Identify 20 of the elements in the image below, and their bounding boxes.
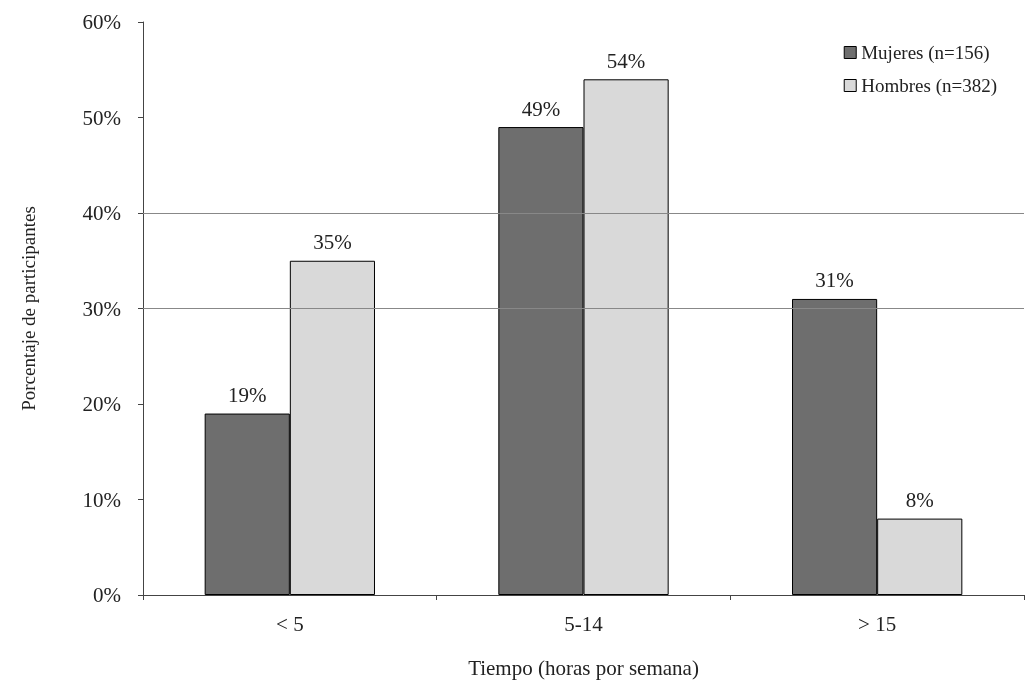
x-axis-title: Tiempo (horas por semana) — [468, 655, 699, 680]
y-tick-label: 50% — [82, 105, 121, 130]
y-axis-title: Porcentaje de participantes — [18, 206, 39, 411]
data-label: 54% — [606, 48, 646, 73]
y-tick-label: 60% — [82, 10, 121, 34]
x-tick-label: > 15 — [858, 611, 897, 636]
x-tick-label: 5-14 — [564, 611, 604, 636]
y-tick-label: 40% — [82, 201, 121, 225]
y-tick-label: 0% — [93, 583, 121, 607]
legend-label: Hombres (n=382) — [861, 75, 998, 97]
data-label: 19% — [228, 383, 267, 408]
data-label: 49% — [521, 96, 561, 121]
data-label: 8% — [905, 488, 934, 513]
data-label: 35% — [313, 230, 352, 255]
data-label: 31% — [815, 268, 854, 293]
legend-label: Mujeres (n=156) — [861, 42, 990, 64]
y-tick-label: 10% — [82, 487, 121, 512]
x-tick-label: < 5 — [276, 611, 304, 636]
y-tick-label: 20% — [82, 392, 121, 416]
y-tick-label: 30% — [82, 296, 121, 321]
